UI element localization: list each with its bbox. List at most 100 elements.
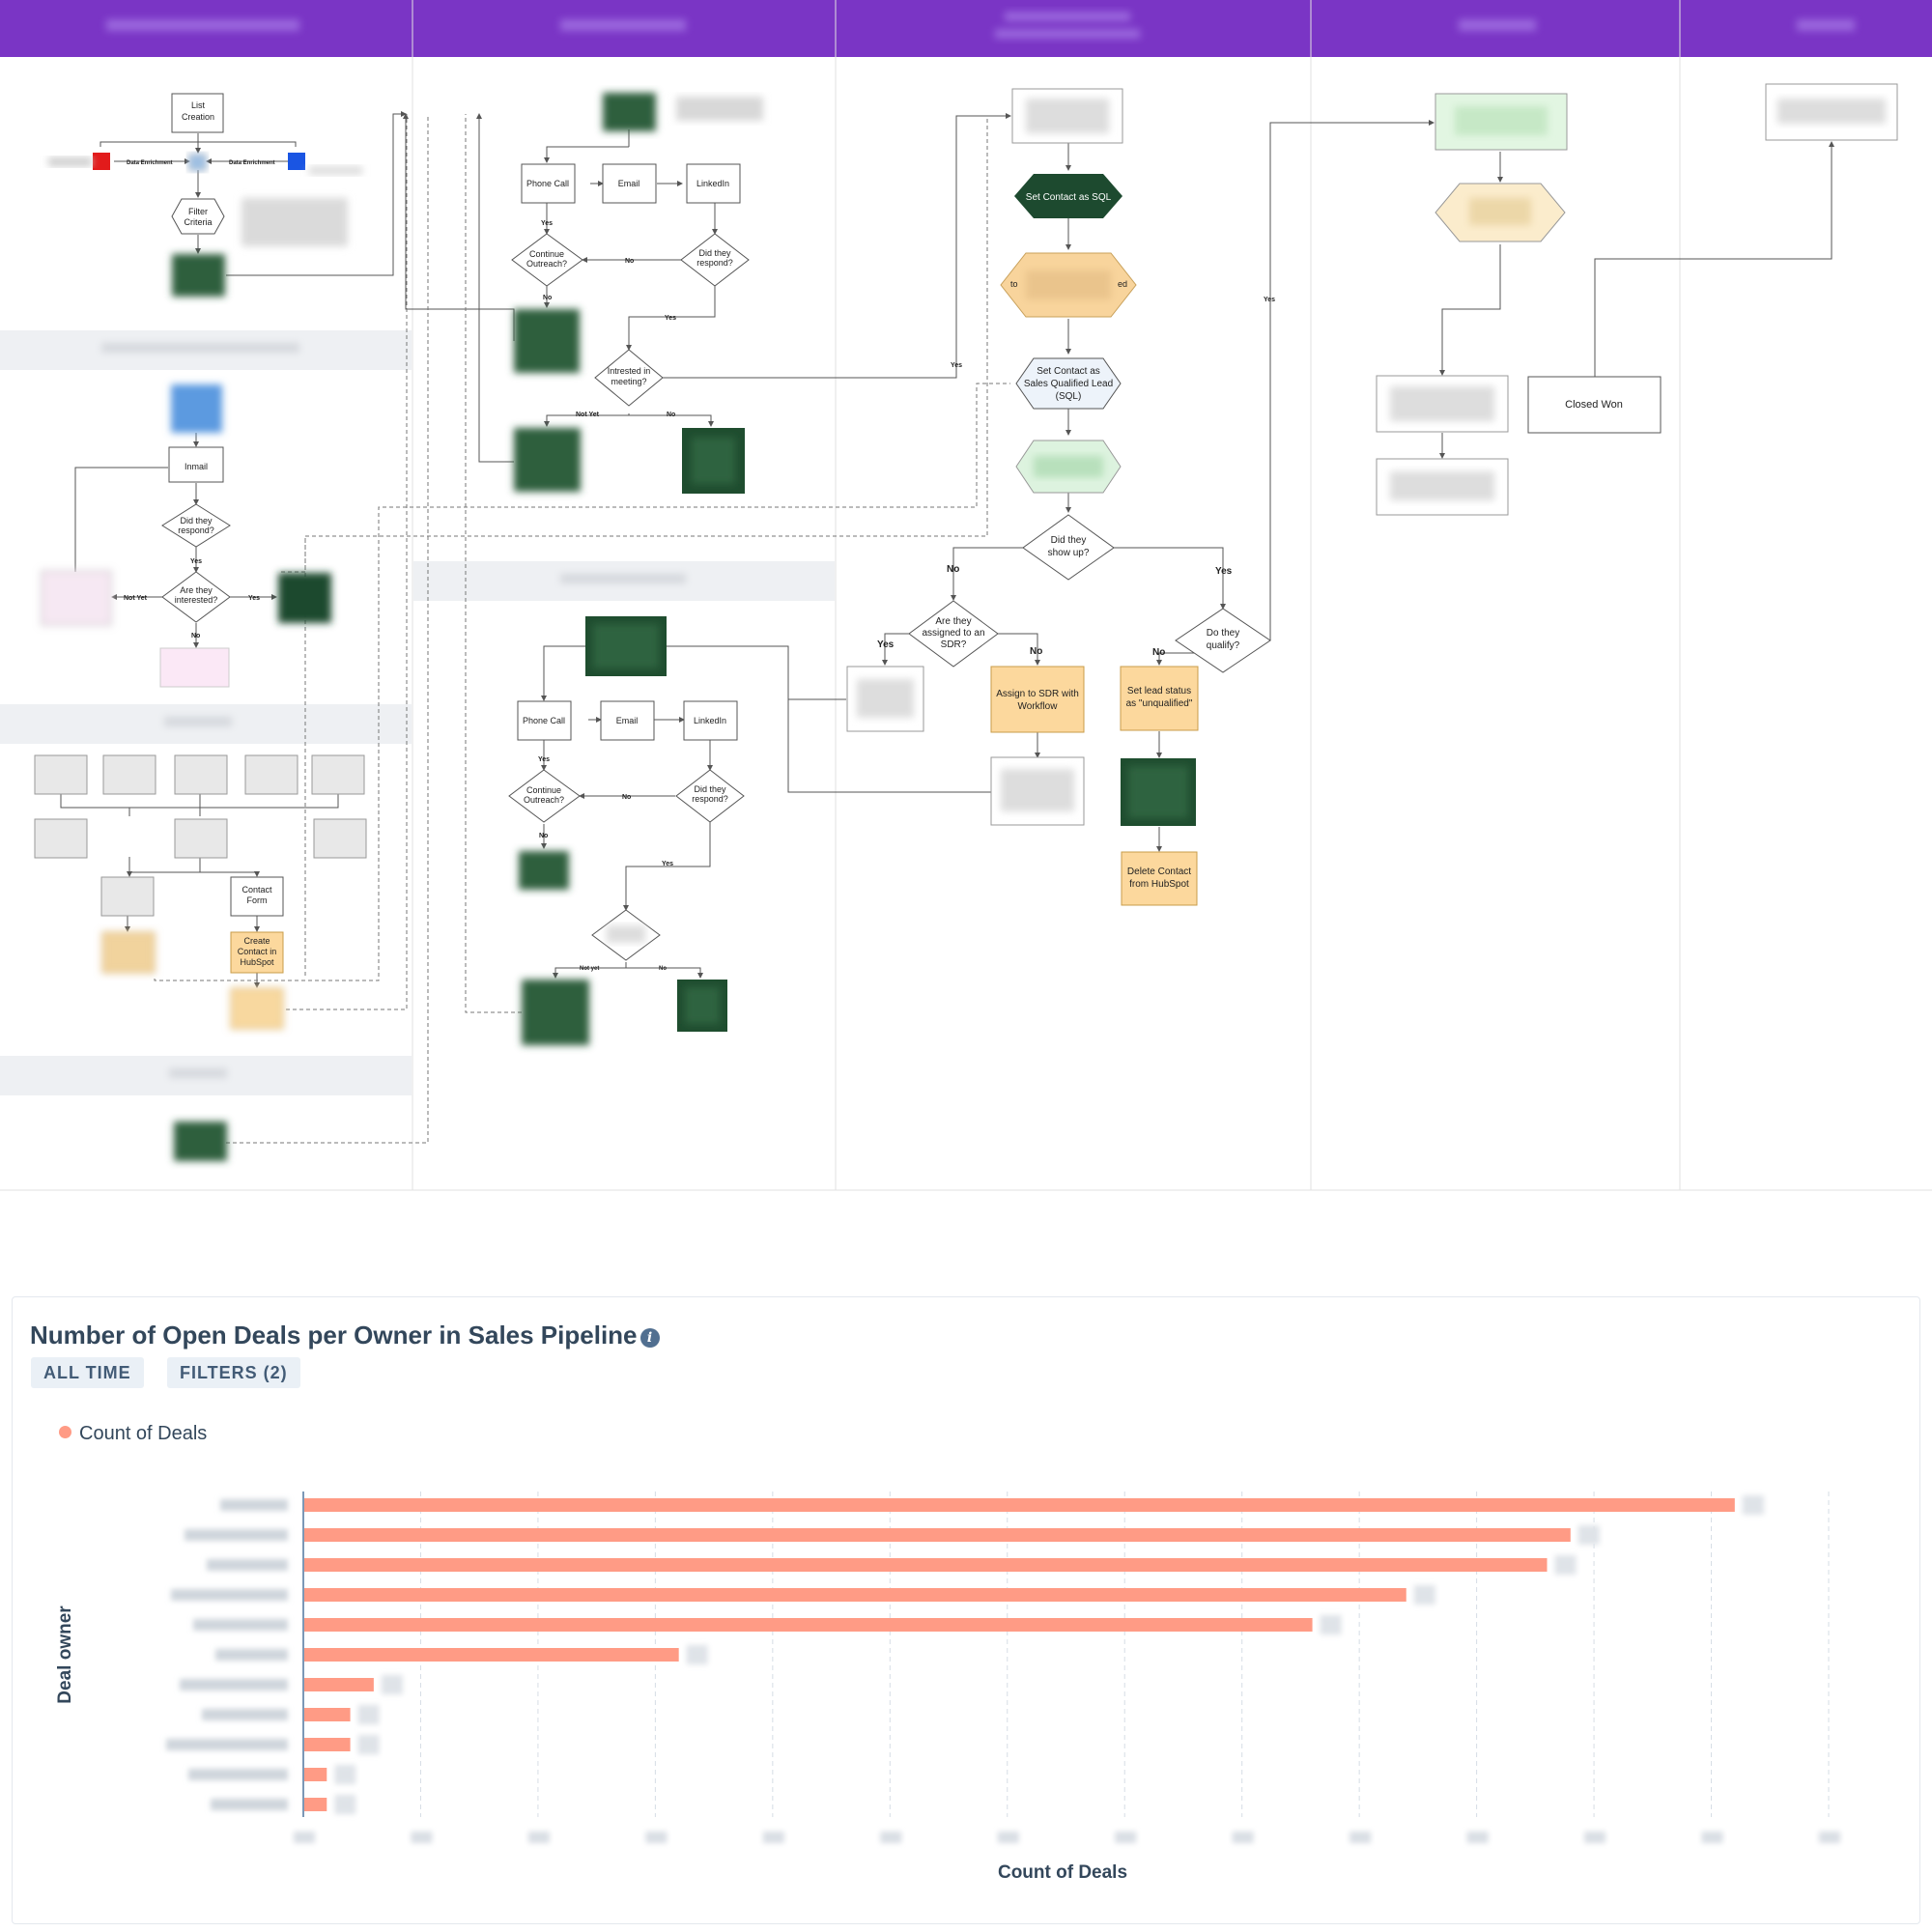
enrichment-source-blue [288, 153, 305, 170]
bar-value-label [334, 1795, 356, 1814]
y-axis-title: Deal owner [55, 1605, 75, 1704]
svg-text:(SQL): (SQL) [1056, 391, 1082, 402]
lane2-pink-node [41, 570, 112, 626]
svg-text:Did they: Did they [180, 516, 213, 526]
x-tick-label [411, 1832, 433, 1843]
svg-text:Assign to SDR with: Assign to SDR with [996, 689, 1079, 699]
interested-in-meeting-decision: Intrested in meeting? [594, 349, 664, 407]
enrichment-merge-node [188, 154, 207, 171]
deal-owner-label [220, 1499, 288, 1511]
swimlane-header-blurred-text [106, 12, 1855, 39]
deal-bar[interactable] [304, 1708, 351, 1721]
deal-owner-label [215, 1649, 288, 1661]
outreach-start-node [603, 93, 656, 131]
deal-bar[interactable] [304, 1588, 1406, 1602]
svg-text:Delete Contact: Delete Contact [1127, 867, 1191, 877]
filter-criteria-node: Filter Criteria [171, 198, 225, 235]
svg-text:Did they: Did they [694, 784, 726, 794]
bar-value-label [1413, 1585, 1435, 1605]
deal-owner-label [193, 1619, 288, 1631]
set-contact-sql-node: Set Contact as SQL [1014, 174, 1122, 218]
sql-green-hexagon [1015, 440, 1122, 494]
svg-text:Filter: Filter [188, 207, 208, 216]
edge-yes-6: Yes [538, 756, 550, 763]
outreach2-green-node-2 [522, 980, 589, 1045]
list-creation-line1: List [191, 100, 206, 110]
svg-text:to: to [1010, 279, 1018, 289]
x-axis-title: Count of Deals [998, 1862, 1127, 1883]
deal-bar[interactable] [304, 1528, 1571, 1542]
linkedin-node-2: LinkedIn [683, 700, 738, 741]
lane1-blurred-tag [48, 157, 92, 166]
edge-no-2: No [625, 258, 634, 265]
bar-value-label [357, 1705, 380, 1724]
edge-yes-2: Yes [248, 595, 260, 602]
x-tick-label [1466, 1832, 1489, 1843]
svg-text:Phone Call: Phone Call [523, 716, 565, 725]
deal-bar[interactable] [304, 1798, 327, 1811]
deal-bar[interactable] [304, 1498, 1735, 1512]
filters-button[interactable]: FILTERS (2) [167, 1357, 300, 1388]
lane4-green-node [174, 1122, 227, 1161]
deal-bar[interactable] [304, 1648, 679, 1662]
deal-bar[interactable] [304, 1768, 327, 1781]
edge-yes-3: Yes [541, 220, 553, 227]
delete-contact-node: Delete Contact from HubSpot [1121, 851, 1198, 906]
phone-call-node-2: Phone Call [517, 700, 572, 741]
deal-bar[interactable] [304, 1678, 374, 1691]
x-tick-label [645, 1832, 668, 1843]
inmail-node: Inmail [168, 446, 224, 483]
data-enrichment-label-right: Data Enrichment [229, 160, 275, 166]
continue-outreach-decision-2: Continue Outreach? [508, 769, 581, 823]
outreach-start-note [676, 97, 763, 121]
edge-yes-5: Yes [951, 362, 962, 369]
did-they-respond-decision-3: Did they respond? [675, 769, 745, 823]
edge-no-7: No [659, 966, 667, 972]
x-tick-label [997, 1832, 1019, 1843]
lane1-green-node [172, 254, 225, 297]
closed-won-node: Closed Won [1527, 376, 1662, 434]
svg-text:qualify?: qualify? [1207, 640, 1240, 651]
edge-yes-1: Yes [190, 558, 202, 565]
bar-value-label [1577, 1525, 1600, 1545]
deal-bar[interactable] [304, 1618, 1313, 1632]
svg-text:Contact: Contact [242, 885, 272, 895]
bar-value-label [357, 1735, 380, 1754]
deal-bar[interactable] [304, 1558, 1548, 1572]
bar-value-label [1742, 1495, 1764, 1515]
svg-text:Intrested in: Intrested in [608, 366, 651, 376]
process-flowchart: List Creation Data Enrichment Data Enric… [0, 0, 1932, 1191]
outreach-green-node-2 [514, 428, 581, 492]
deal-owner-label [166, 1739, 288, 1750]
x-tick-label [527, 1832, 550, 1843]
deals-report-card: Number of Open Deals per Owner in Sales … [12, 1296, 1920, 1924]
deal-owner-label [185, 1529, 288, 1541]
bar-value-label [1554, 1555, 1577, 1575]
do-they-qualify-decision: Do they qualify? [1175, 608, 1271, 673]
svg-text:Form: Form [247, 895, 268, 905]
dashed-connectors [154, 114, 1010, 1144]
svg-text:Do they: Do they [1207, 628, 1239, 639]
svg-text:Phone Call: Phone Call [526, 179, 569, 188]
svg-text:as "unqualified": as "unqualified" [1126, 698, 1193, 709]
svg-text:respond?: respond? [178, 526, 214, 535]
edge-yes-7: Yes [662, 861, 673, 867]
edge-no-4: No [667, 412, 675, 418]
bar-value-label [381, 1675, 403, 1694]
x-tick-label [1701, 1832, 1723, 1843]
deal-bar[interactable] [304, 1738, 351, 1751]
lane3-blurred-source-row [34, 754, 367, 917]
info-icon[interactable]: i [639, 1328, 660, 1348]
deal-owner-label [180, 1679, 288, 1690]
all-time-filter-button[interactable]: ALL TIME [31, 1357, 144, 1388]
edge-yes-10: Yes [1264, 297, 1275, 303]
x-tick-label [880, 1832, 902, 1843]
deal-owner-label [211, 1799, 288, 1810]
x-tick-label [294, 1832, 315, 1843]
bar-value-label [686, 1645, 708, 1664]
x-tick-label [1819, 1832, 1840, 1843]
enrichment-source-red [93, 153, 110, 170]
did-they-respond-decision-2: Did they respond? [680, 233, 750, 287]
svg-text:Continue: Continue [529, 249, 564, 259]
lane1-blurred-notes [242, 198, 348, 246]
